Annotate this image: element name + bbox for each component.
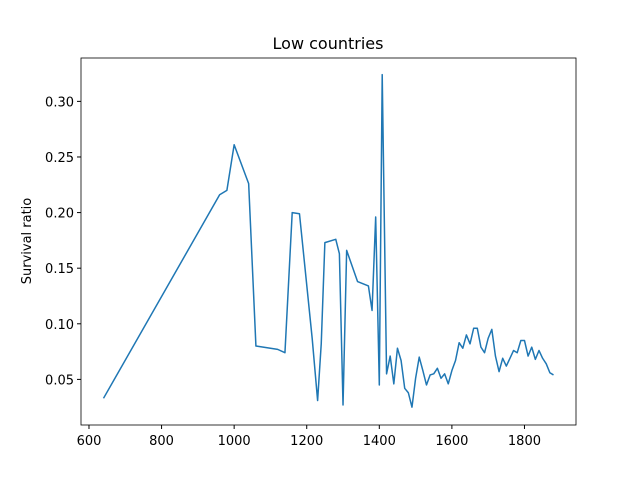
plot-frame: [80, 57, 577, 426]
data-line: [102, 73, 554, 408]
chart-title: Low countries: [273, 34, 384, 53]
y-tick-label: 0.20: [45, 207, 74, 222]
y-tick-label: 0.30: [45, 95, 74, 110]
y-tick-label: 0.05: [45, 373, 74, 388]
x-tick-label: 1200: [290, 434, 323, 449]
x-tick-label: 1800: [508, 434, 541, 449]
y-tick-label: 0.10: [45, 318, 74, 333]
y-axis-label: Survival ratio: [20, 198, 35, 285]
x-tick-label: 1000: [218, 434, 251, 449]
x-tick-label: 1400: [363, 434, 396, 449]
x-tick-label: 600: [77, 434, 102, 449]
y-tick-label: 0.25: [45, 151, 74, 166]
x-tick-label: 1600: [435, 434, 468, 449]
x-tick-label: 800: [149, 434, 174, 449]
y-tick-label: 0.15: [45, 262, 74, 277]
